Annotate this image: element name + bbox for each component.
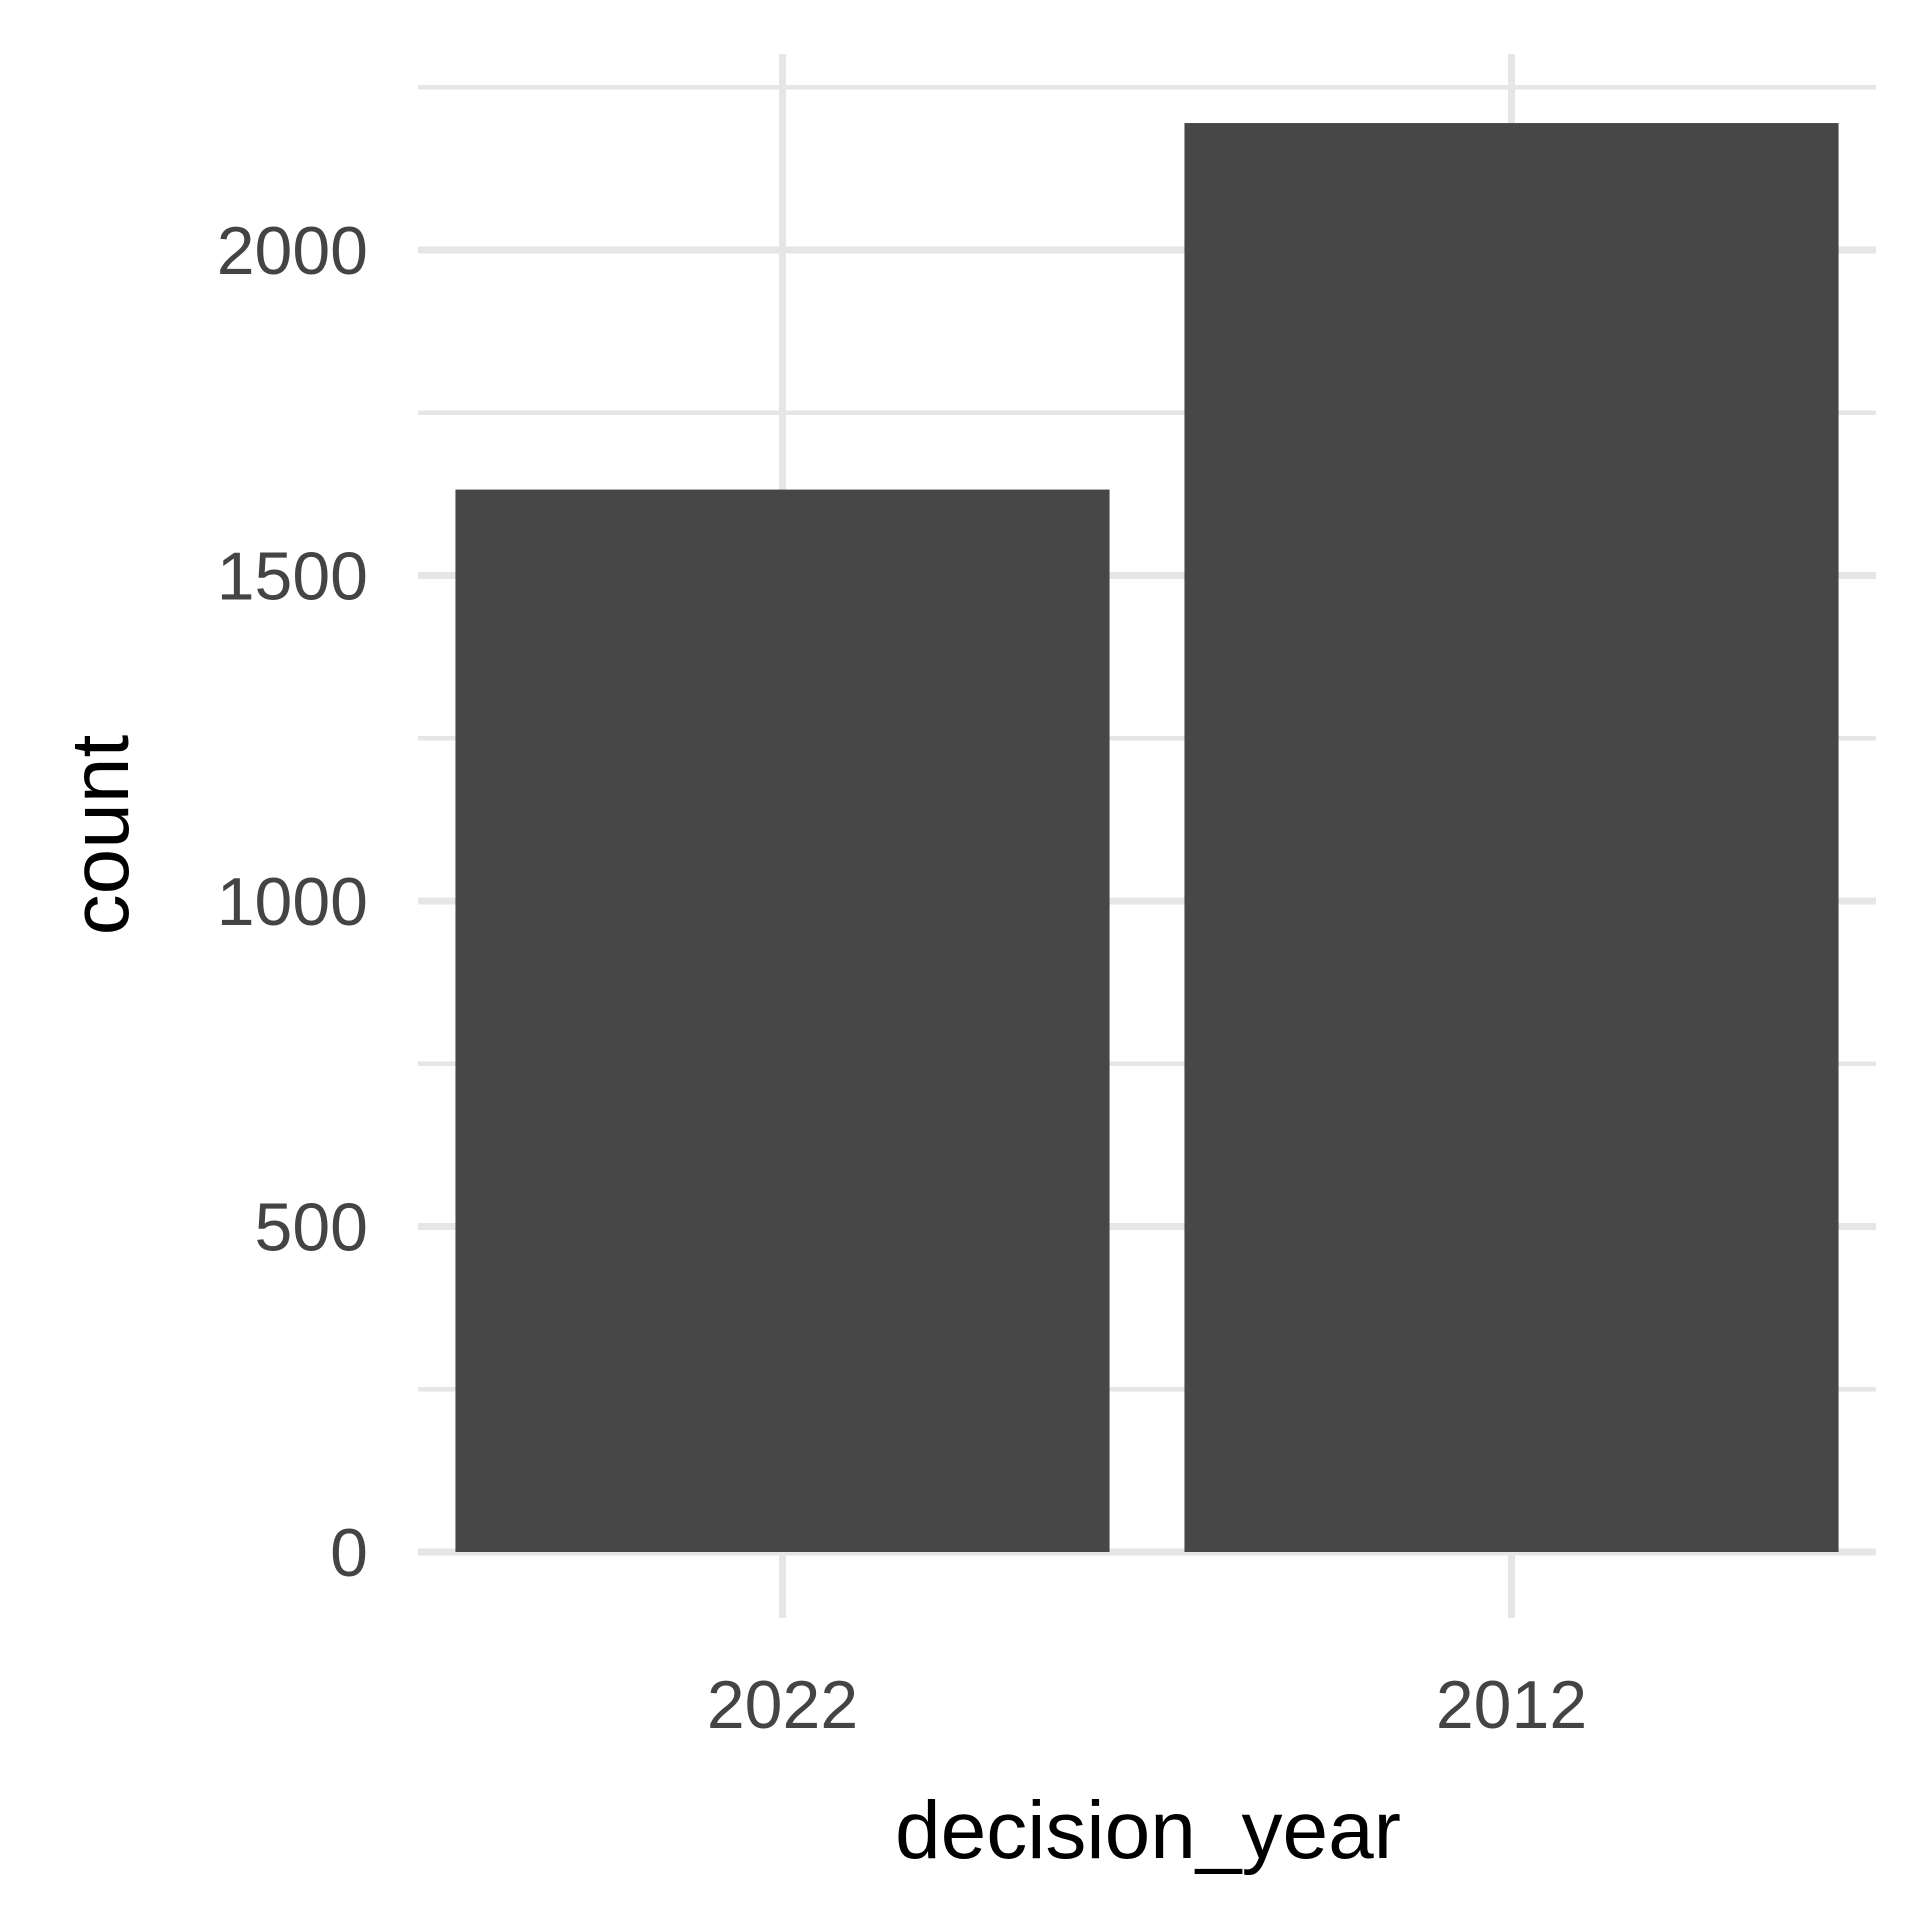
y-tick-label: 0: [330, 1515, 368, 1591]
y-tick-label: 2000: [217, 213, 368, 289]
x-axis-title: decision_year: [895, 1785, 1401, 1876]
x-axis-ticks: 2022 2012: [707, 1667, 1587, 1743]
bar-2012: [1184, 123, 1839, 1552]
x-tick-label: 2012: [1436, 1667, 1587, 1743]
y-axis-title: count: [55, 734, 146, 935]
y-tick-label: 1000: [217, 864, 368, 940]
x-tick-label: 2022: [707, 1667, 858, 1743]
y-tick-label: 1500: [217, 539, 368, 615]
y-axis-ticks: 0 500 1000 1500 2000: [217, 213, 368, 1591]
y-tick-label: 500: [255, 1190, 368, 1266]
bar-2022: [455, 489, 1110, 1552]
bars: [455, 123, 1839, 1552]
